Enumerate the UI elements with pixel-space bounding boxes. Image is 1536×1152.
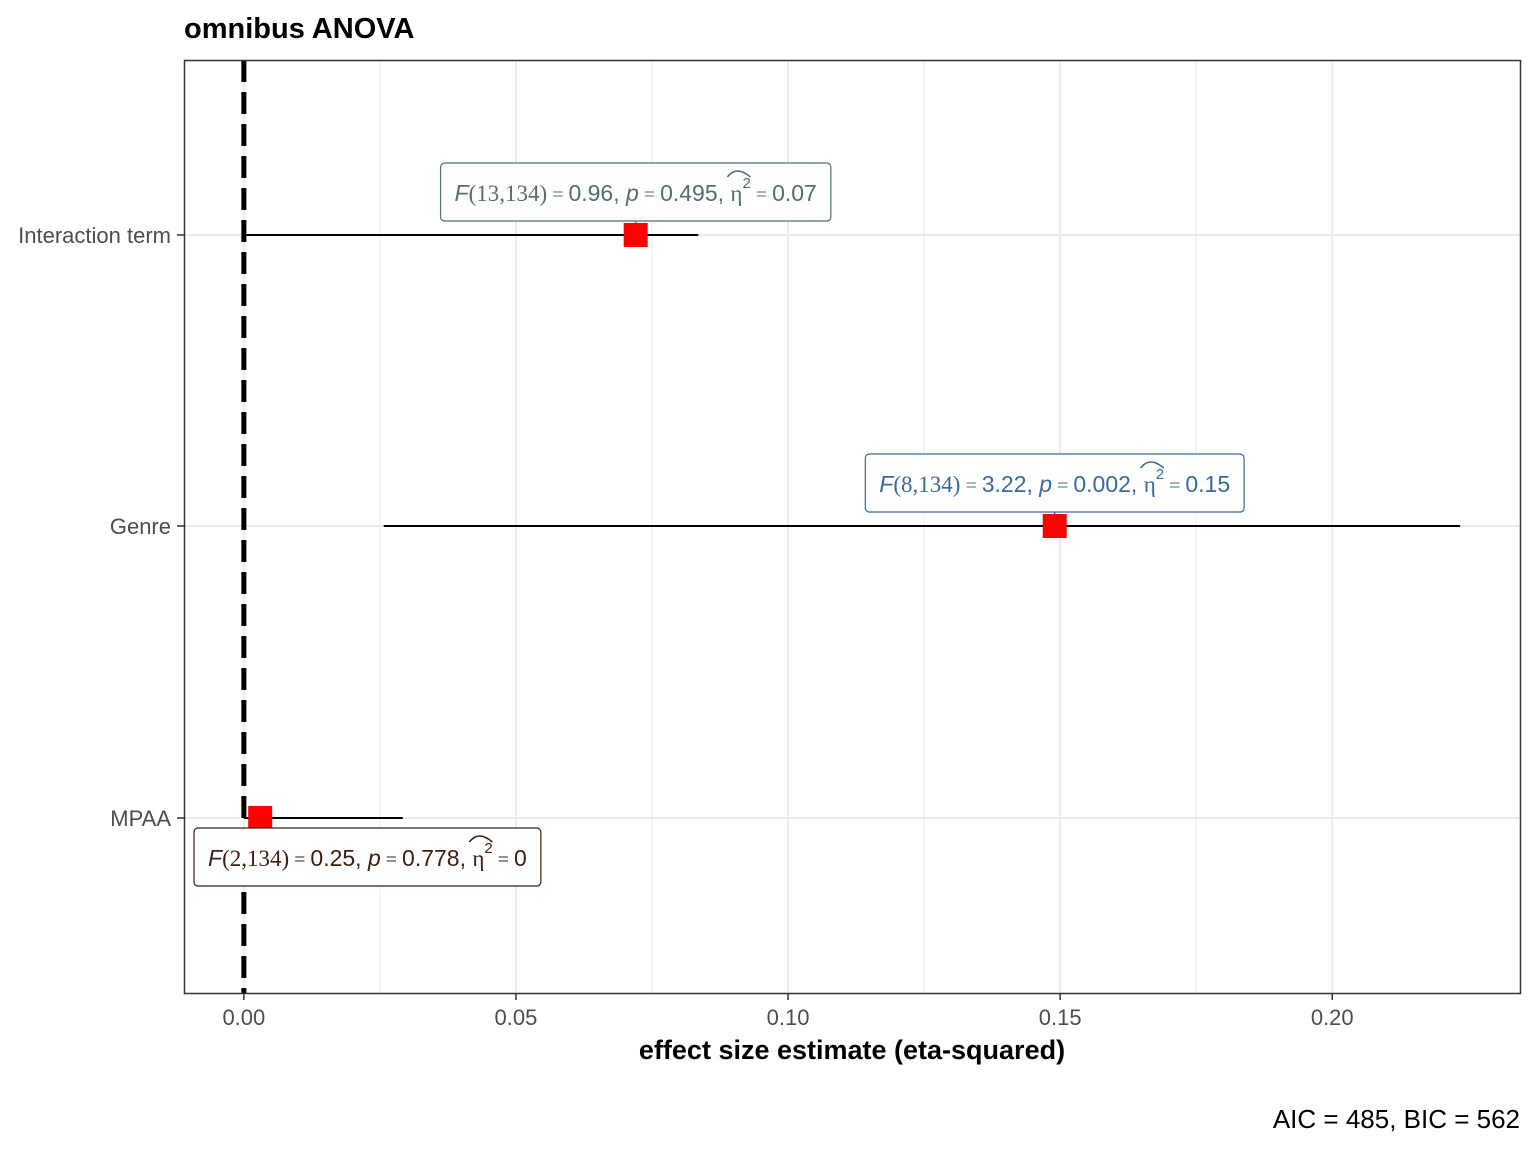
y-tick-label: Genre <box>110 514 171 539</box>
stat-label: F(2,134) = 0.25, p = 0.778, η2 = 0 <box>193 827 542 887</box>
estimate-marks <box>243 223 1461 830</box>
caption: AIC = 485, BIC = 562 <box>1273 1104 1520 1134</box>
chart-title: omnibus ANOVA <box>184 13 414 45</box>
estimate-point <box>248 806 273 830</box>
stat-label-box <box>193 827 542 887</box>
panel-border <box>183 59 1522 995</box>
x-tick-label: 0.05 <box>495 1005 538 1030</box>
y-tick-label: Interaction term <box>18 223 171 248</box>
axes: Interaction term Genre MPAA 0.00 0.05 0.10 0.1… <box>18 223 1354 1030</box>
y-tick-label: MPAA <box>110 806 171 831</box>
svg-text:F(8,134) = 3.22, p = 0.002,: F(8,134) = 3.22, p = 0.002, η2 = 0.15 <box>879 466 1230 497</box>
stat-label: F(13,134) = 0.96, p = 0.495, η2 = 0.07 <box>439 162 832 223</box>
x-axis-label: effect size estimate (eta-squared) <box>639 1035 1065 1065</box>
eta-hat <box>726 170 751 178</box>
stat-labels: F(13,134) = 0.96, p = 0.495, η2 = 0.07 F(… <box>193 162 1245 887</box>
x-tick-label: 0.00 <box>222 1005 265 1030</box>
stat-label: F(8,134) = 3.22, p = 0.002, η2 = 0.15 <box>864 453 1245 514</box>
estimate-point <box>1042 514 1067 538</box>
estimate-point <box>623 223 648 247</box>
x-tick-label: 0.15 <box>1039 1005 1082 1030</box>
x-tick-label: 0.20 <box>1311 1005 1354 1030</box>
svg-text:F(13,134) = 0.96, p = 0.495,: F(13,134) = 0.96, p = 0.495, η2 = 0.07 <box>455 175 817 206</box>
eta-hat <box>1140 461 1165 469</box>
svg-text:F(2,134) = 0.25, p = 0.778,: F(2,134) = 0.25, p = 0.778, η2 = 0 <box>208 840 527 871</box>
x-tick-label: 0.10 <box>767 1005 810 1030</box>
eta-hat <box>468 835 493 843</box>
